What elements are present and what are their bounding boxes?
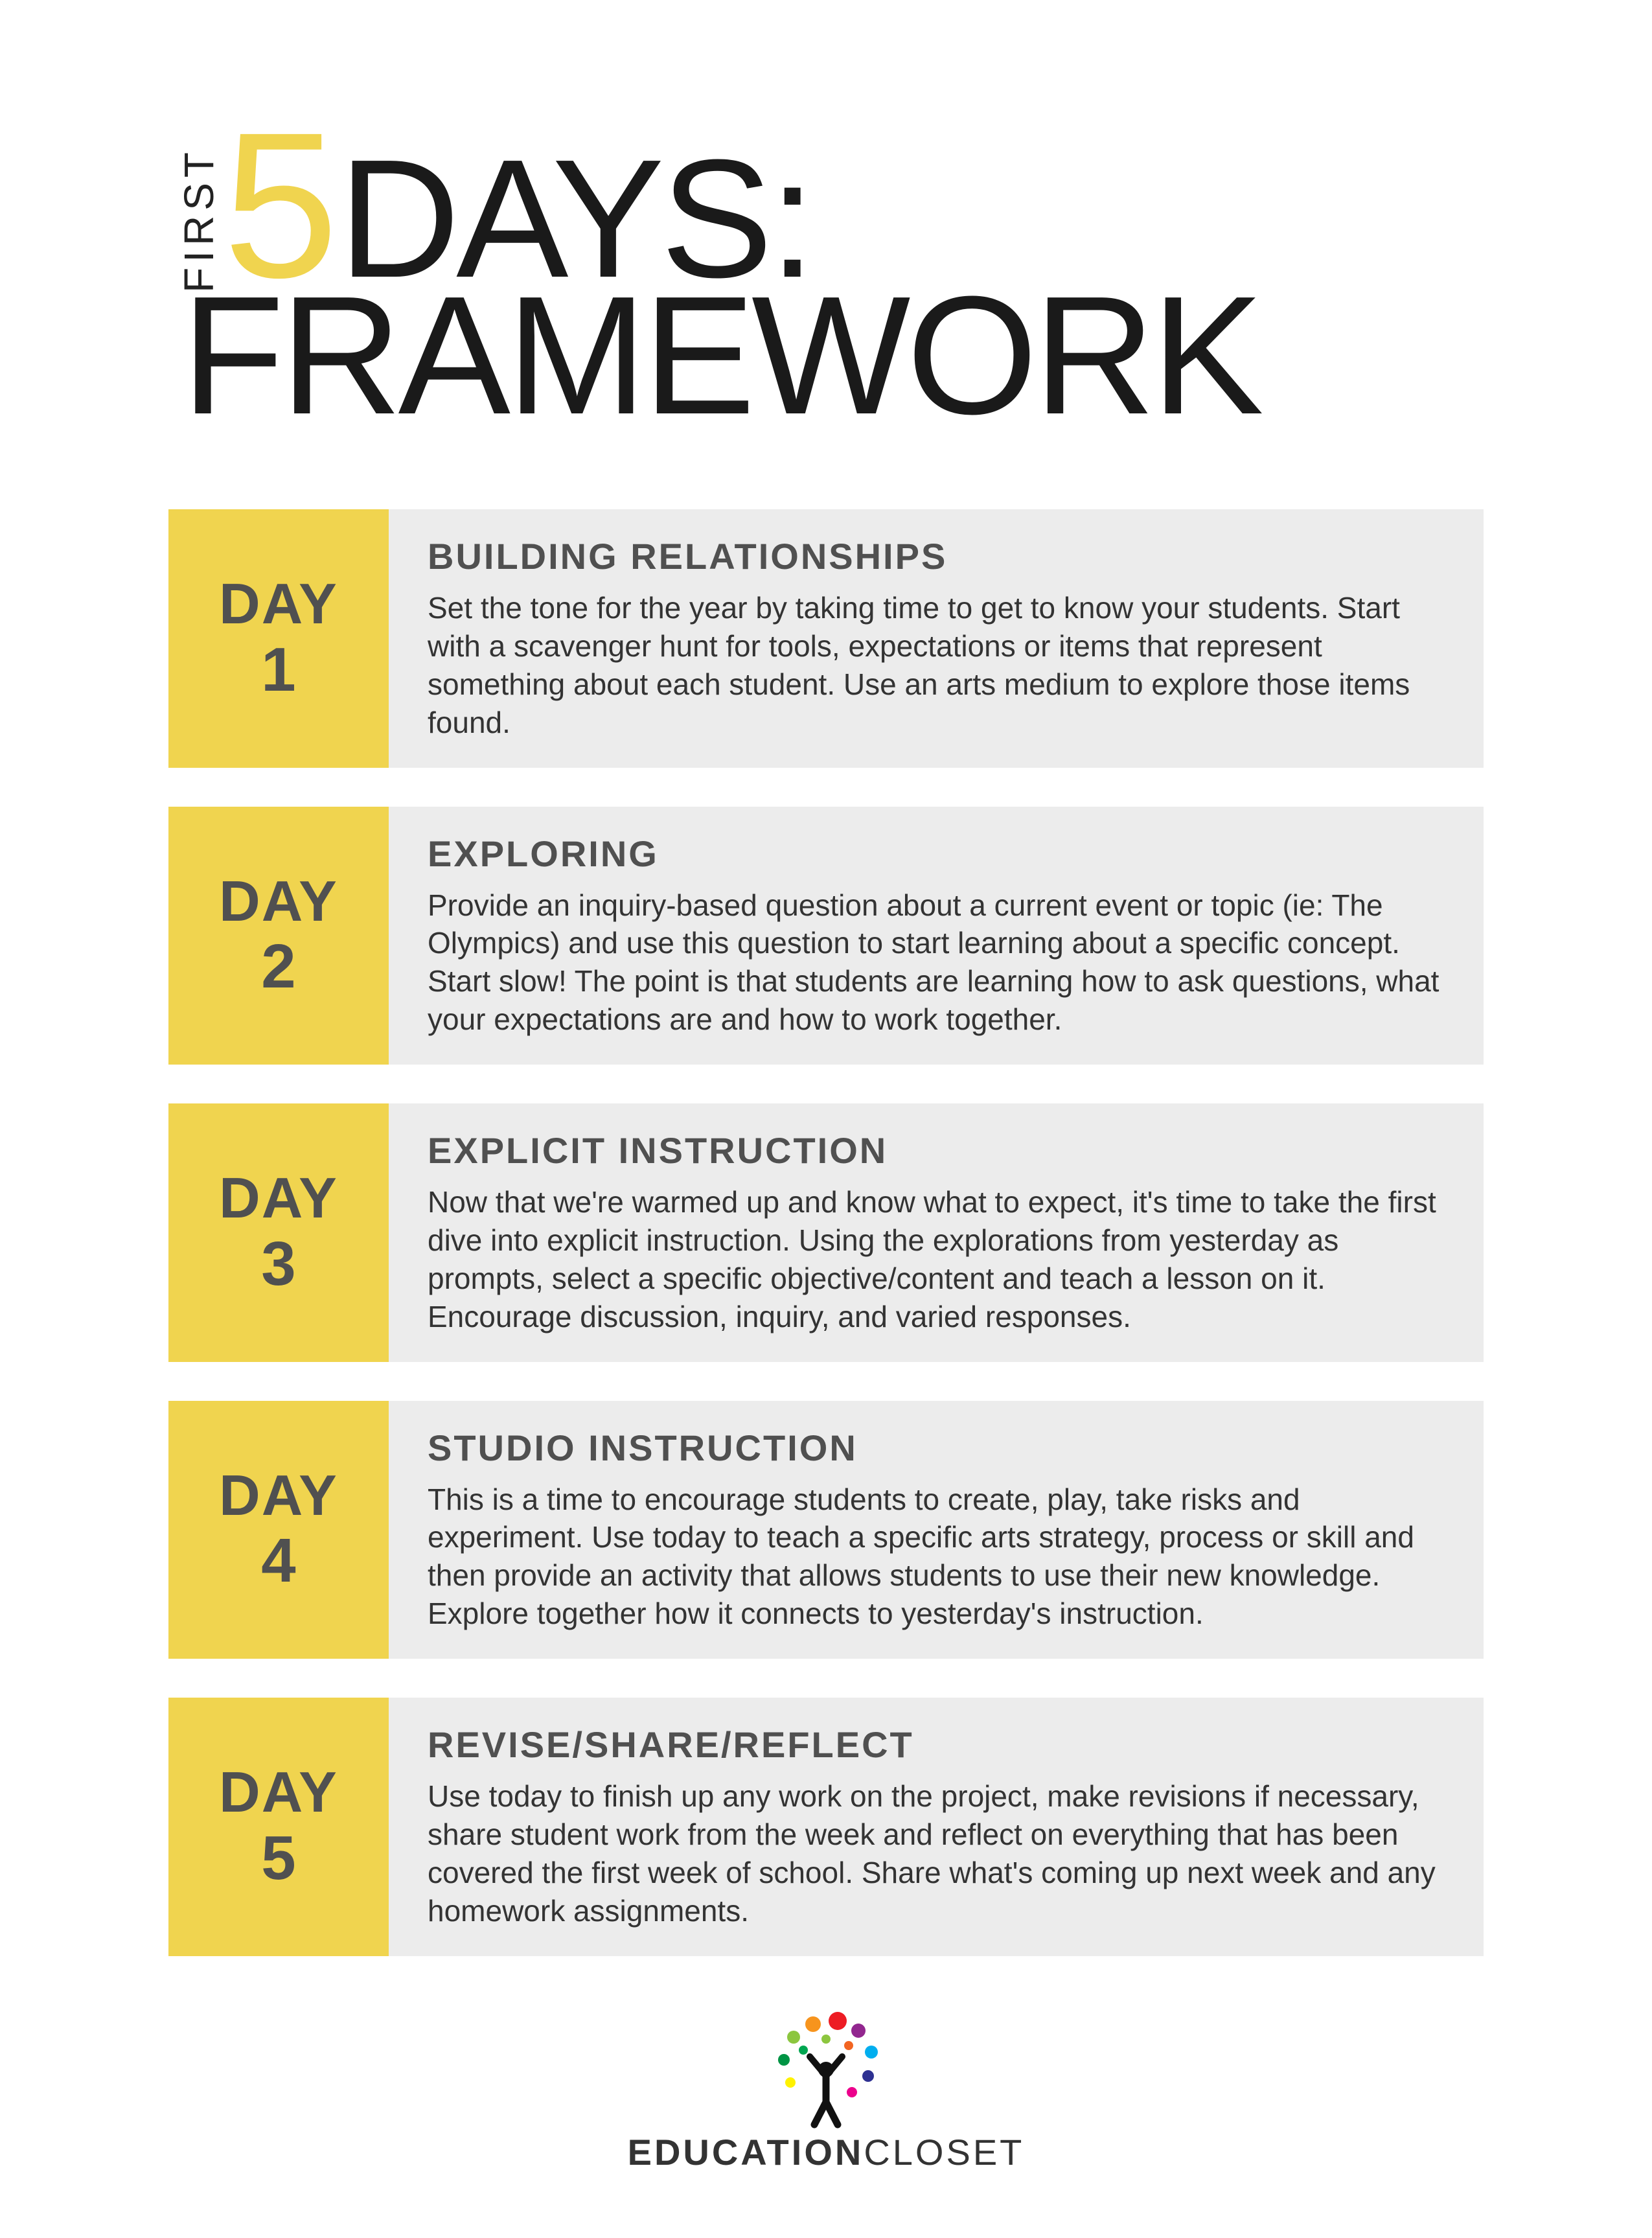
day-badge-number: 3 bbox=[261, 1230, 295, 1298]
day-heading: EXPLICIT INSTRUCTION bbox=[428, 1129, 1445, 1171]
day-row: DAY 3 EXPLICIT INSTRUCTION Now that we'r… bbox=[168, 1103, 1484, 1362]
day-badge-number: 1 bbox=[261, 636, 295, 704]
day-badge: DAY 3 bbox=[168, 1103, 389, 1362]
day-badge: DAY 2 bbox=[168, 807, 389, 1065]
day-row: DAY 5 REVISE/SHARE/REFLECT Use today to … bbox=[168, 1698, 1484, 1956]
day-badge-label: DAY bbox=[219, 1464, 338, 1527]
day-heading: EXPLORING bbox=[428, 833, 1445, 875]
educationcloset-logo-icon bbox=[755, 2008, 897, 2138]
day-row: DAY 4 STUDIO INSTRUCTION This is a time … bbox=[168, 1401, 1484, 1659]
day-badge-number: 5 bbox=[261, 1824, 295, 1893]
day-row: DAY 1 BUILDING RELATIONSHIPS Set the ton… bbox=[168, 509, 1484, 768]
day-content: STUDIO INSTRUCTION This is a time to enc… bbox=[389, 1401, 1484, 1659]
logo-text: EDUCATIONCLOSET bbox=[628, 2131, 1025, 2173]
day-badge-label: DAY bbox=[219, 870, 338, 933]
day-heading: BUILDING RELATIONSHIPS bbox=[428, 535, 1445, 577]
day-body: Now that we're warmed up and know what t… bbox=[428, 1183, 1445, 1336]
day-content: EXPLORING Provide an inquiry-based quest… bbox=[389, 807, 1484, 1065]
day-body: This is a time to encourage students to … bbox=[428, 1481, 1445, 1633]
day-badge-label: DAY bbox=[219, 1167, 338, 1230]
day-badge-label: DAY bbox=[219, 573, 338, 636]
day-body: Use today to finish up any work on the p… bbox=[428, 1777, 1445, 1930]
title-block: FIRST 5 DAYS: FRAMEWORK bbox=[181, 117, 1484, 432]
day-rows: DAY 1 BUILDING RELATIONSHIPS Set the ton… bbox=[168, 509, 1484, 1956]
day-badge: DAY 1 bbox=[168, 509, 389, 768]
logo-text-light: CLOSET bbox=[864, 2132, 1024, 2173]
logo-text-bold: EDUCATION bbox=[628, 2132, 864, 2173]
page: FIRST 5 DAYS: FRAMEWORK DAY 1 BUILDING R… bbox=[0, 0, 1652, 2238]
day-badge-number: 4 bbox=[261, 1527, 295, 1595]
day-badge: DAY 5 bbox=[168, 1698, 389, 1956]
day-content: BUILDING RELATIONSHIPS Set the tone for … bbox=[389, 509, 1484, 768]
day-badge-number: 2 bbox=[261, 932, 295, 1001]
title-framework: FRAMEWORK bbox=[181, 280, 1484, 432]
day-badge-label: DAY bbox=[219, 1761, 338, 1824]
day-content: REVISE/SHARE/REFLECT Use today to finish… bbox=[389, 1698, 1484, 1956]
day-row: DAY 2 EXPLORING Provide an inquiry-based… bbox=[168, 807, 1484, 1065]
day-content: EXPLICIT INSTRUCTION Now that we're warm… bbox=[389, 1103, 1484, 1362]
day-body: Set the tone for the year by taking time… bbox=[428, 589, 1445, 742]
day-badge: DAY 4 bbox=[168, 1401, 389, 1659]
day-heading: STUDIO INSTRUCTION bbox=[428, 1427, 1445, 1469]
day-body: Provide an inquiry-based question about … bbox=[428, 886, 1445, 1039]
day-heading: REVISE/SHARE/REFLECT bbox=[428, 1724, 1445, 1766]
footer-logo: EDUCATIONCLOSET bbox=[168, 2008, 1484, 2173]
title-first: FIRST bbox=[181, 124, 216, 293]
